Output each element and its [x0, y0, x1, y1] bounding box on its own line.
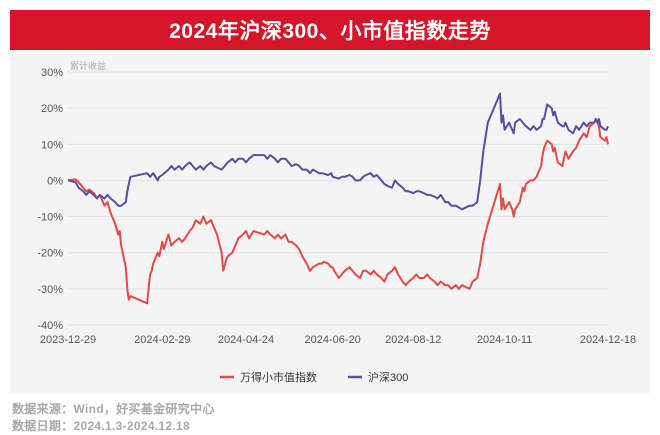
y-tick-label: -40%	[37, 320, 63, 332]
y-tick-label: 30%	[41, 67, 63, 79]
legend-label-1: 万得小市值指数	[240, 370, 317, 384]
data-source-note: 数据来源：Wind，好买基金研究中心	[12, 402, 215, 416]
data-date-note: 数据日期：2024.1.3-2024.12.18	[12, 419, 190, 433]
x-tick-label: 2024-08-12	[385, 334, 441, 346]
y-tick-label: 10%	[41, 139, 63, 151]
chart-title-banner: 2024年沪深300、小市值指数走势	[10, 10, 650, 50]
y-tick-label: -30%	[37, 284, 63, 296]
x-tick-label: 2024-04-24	[218, 334, 274, 346]
x-tick-label: 2024-06-20	[305, 334, 361, 346]
x-tick-label: 2023-12-29	[40, 334, 96, 346]
y-tick-label: -20%	[37, 248, 63, 260]
y-tick-label: -10%	[37, 212, 63, 224]
chart-title: 2024年沪深300、小市值指数走势	[169, 20, 491, 43]
line-chart: 30% 20% 10% 0% -10% -20% -30% -40% 累计收益 2023-12-2…	[37, 60, 636, 384]
y-tick-label: 0%	[47, 175, 63, 187]
series-line-1	[67, 118, 609, 305]
x-tick-label: 2024-02-29	[134, 334, 190, 346]
series-line-2	[67, 92, 609, 211]
x-tick-label: 2024-10-11	[477, 334, 532, 346]
legend-label-2: 沪深300	[368, 370, 408, 384]
y-axis-label: 累计收益	[70, 60, 106, 71]
x-tick-label: 2024-12-18	[580, 334, 636, 346]
chart-panel: 30% 20% 10% 0% -10% -20% -30% -40% 累计收益 2023-12-2…	[10, 54, 650, 393]
y-tick-label: 20%	[41, 103, 63, 115]
